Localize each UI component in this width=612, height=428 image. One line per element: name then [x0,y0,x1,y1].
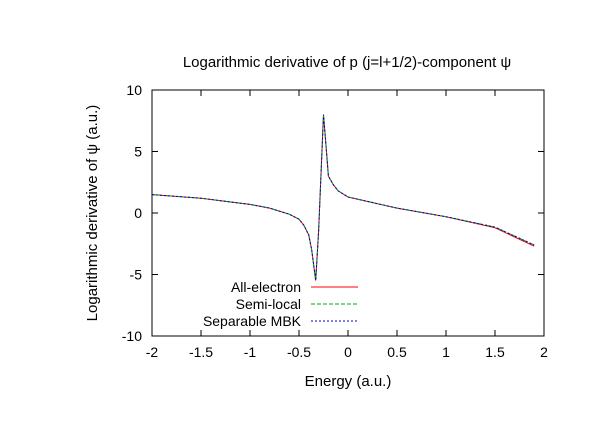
x-axis-label: Energy (a.u.) [305,373,392,390]
y-axis-label: Logarithmic derivative of ψ (a.u.) [84,105,101,322]
legend-label: Semi-local [236,296,301,312]
y-tick-label: 0 [134,205,142,221]
series-group [151,114,535,281]
series-line-1 [151,114,535,281]
axis-ticks: -2 -1.5 -1 -0.5 0 0.5 1 1.5 2 10 5 0 -5 -10 [122,82,548,360]
y-tick-label: -10 [122,328,142,344]
chart-title: Logarithmic derivative of p (j=l+1/2)-co… [183,54,511,71]
y-tick-label: 5 [134,144,142,160]
x-tick-label: 2 [540,344,548,360]
legend-label: All-electron [231,279,301,295]
x-tick-label: 1 [442,344,450,360]
x-tick-label: -1 [244,344,257,360]
y-tick-label: 10 [126,82,142,98]
x-tick-label: 1.5 [485,344,505,360]
series-line-2 [151,114,535,281]
x-tick-label: -1.5 [189,344,213,360]
plot-frame [151,89,545,337]
x-tick-label: -0.5 [287,344,311,360]
x-tick-label: 0.5 [387,344,407,360]
series-line-3 [151,114,535,281]
x-tick-label: 0 [344,344,352,360]
legend-label: Separable MBK [203,313,302,329]
y-tick-label: -5 [130,267,143,283]
x-tick-label: -2 [146,344,159,360]
